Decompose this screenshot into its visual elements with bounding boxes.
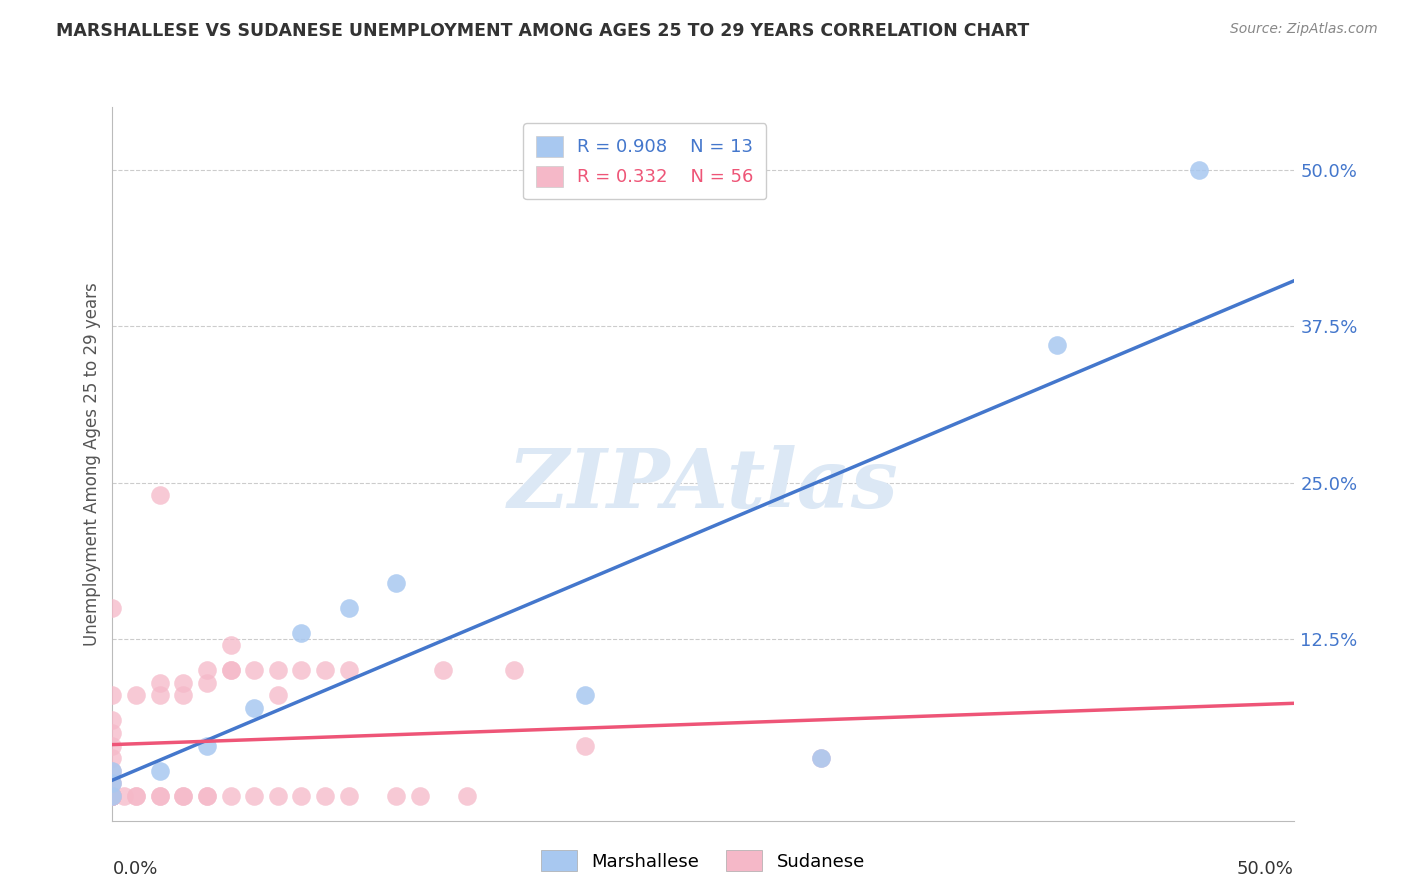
Point xyxy=(101,764,124,778)
Point xyxy=(408,789,430,803)
Point xyxy=(219,639,242,653)
Text: Source: ZipAtlas.com: Source: ZipAtlas.com xyxy=(1230,22,1378,37)
Point xyxy=(172,676,194,690)
Point xyxy=(149,488,172,502)
Point xyxy=(101,789,124,803)
Point xyxy=(101,789,124,803)
Point xyxy=(149,789,172,803)
Point xyxy=(172,789,194,803)
Point xyxy=(101,739,124,753)
Point xyxy=(125,689,148,703)
Point xyxy=(101,789,124,803)
Point xyxy=(314,789,336,803)
Point xyxy=(101,714,124,728)
Point xyxy=(574,739,596,753)
Point xyxy=(101,600,124,615)
Point xyxy=(314,664,336,678)
Point xyxy=(219,664,242,678)
Point xyxy=(101,776,124,790)
Legend: Marshallese, Sudanese: Marshallese, Sudanese xyxy=(534,843,872,879)
Point xyxy=(290,625,312,640)
Point xyxy=(243,789,266,803)
Point xyxy=(149,789,172,803)
Point xyxy=(243,701,266,715)
Point xyxy=(290,664,312,678)
Point xyxy=(337,600,360,615)
Point xyxy=(149,689,172,703)
Point xyxy=(125,789,148,803)
Point xyxy=(267,664,290,678)
Point xyxy=(456,789,478,803)
Point xyxy=(243,664,266,678)
Point xyxy=(101,789,124,803)
Point xyxy=(503,664,526,678)
Text: 0.0%: 0.0% xyxy=(112,860,157,878)
Point xyxy=(810,751,832,765)
Point xyxy=(195,789,218,803)
Point xyxy=(125,789,148,803)
Point xyxy=(432,664,454,678)
Text: ZIPAtlas: ZIPAtlas xyxy=(508,445,898,525)
Point xyxy=(385,575,408,590)
Point xyxy=(385,789,408,803)
Point xyxy=(101,776,124,790)
Point xyxy=(574,689,596,703)
Point xyxy=(101,789,124,803)
Point xyxy=(195,739,218,753)
Point xyxy=(290,789,312,803)
Point xyxy=(267,689,290,703)
Point xyxy=(195,664,218,678)
Point xyxy=(219,664,242,678)
Point xyxy=(101,751,124,765)
Point xyxy=(1046,338,1069,352)
Point xyxy=(172,789,194,803)
Point xyxy=(101,764,124,778)
Point xyxy=(1188,162,1211,177)
Point xyxy=(219,789,242,803)
Text: MARSHALLESE VS SUDANESE UNEMPLOYMENT AMONG AGES 25 TO 29 YEARS CORRELATION CHART: MARSHALLESE VS SUDANESE UNEMPLOYMENT AMO… xyxy=(56,22,1029,40)
Legend: R = 0.908    N = 13, R = 0.332    N = 56: R = 0.908 N = 13, R = 0.332 N = 56 xyxy=(523,123,766,199)
Point xyxy=(337,664,360,678)
Point xyxy=(101,726,124,740)
Point xyxy=(195,676,218,690)
Point xyxy=(112,789,135,803)
Y-axis label: Unemployment Among Ages 25 to 29 years: Unemployment Among Ages 25 to 29 years xyxy=(83,282,101,646)
Point xyxy=(149,764,172,778)
Point xyxy=(101,789,124,803)
Point xyxy=(101,789,124,803)
Point xyxy=(267,789,290,803)
Point xyxy=(810,751,832,765)
Point xyxy=(101,689,124,703)
Point xyxy=(101,789,124,803)
Point xyxy=(172,689,194,703)
Point xyxy=(101,789,124,803)
Text: 50.0%: 50.0% xyxy=(1237,860,1294,878)
Point xyxy=(195,789,218,803)
Point xyxy=(149,676,172,690)
Point xyxy=(101,789,124,803)
Point xyxy=(337,789,360,803)
